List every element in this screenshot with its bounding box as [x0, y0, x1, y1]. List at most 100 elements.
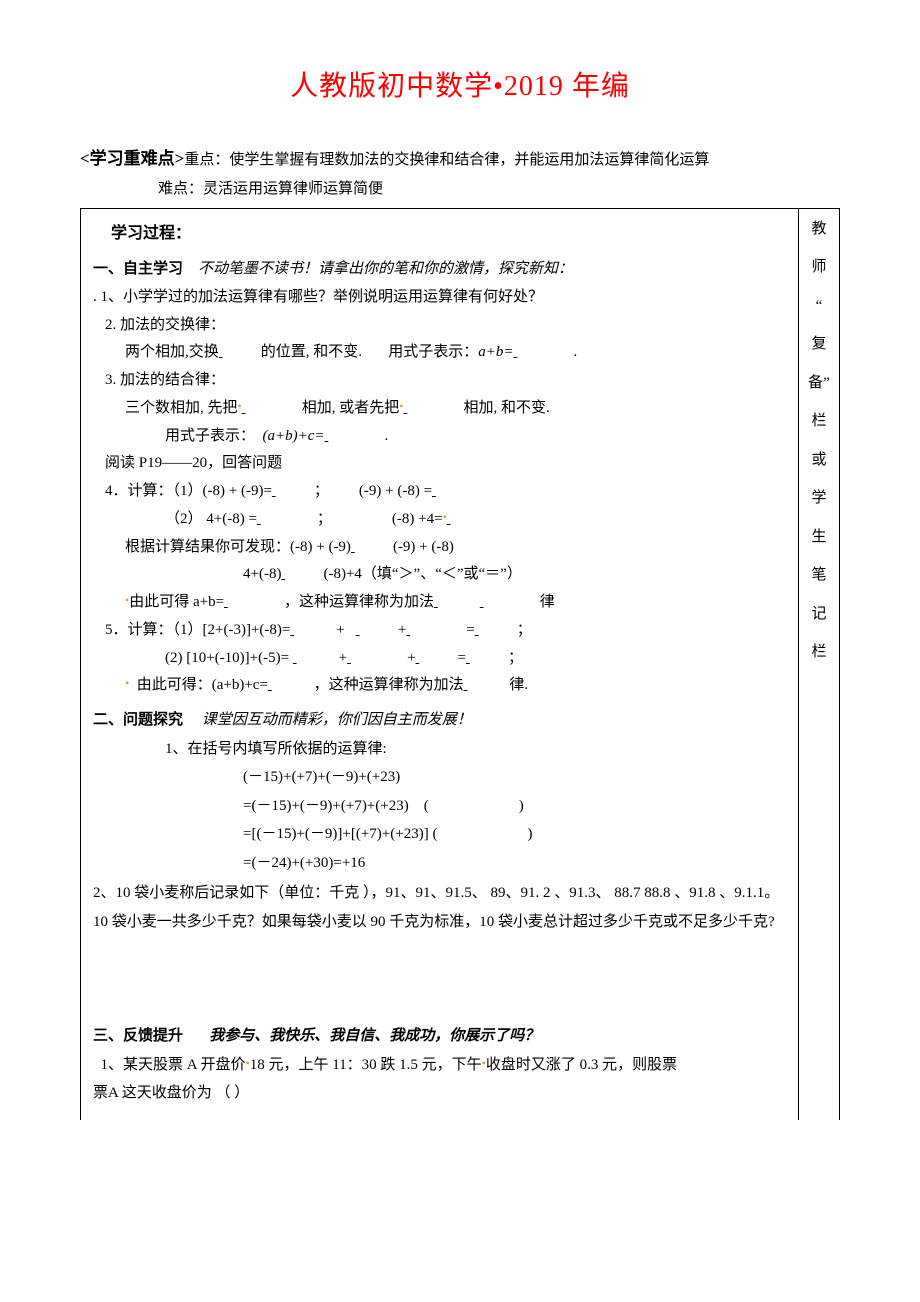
blank — [514, 339, 574, 367]
q5-conc-c: 律. — [509, 677, 528, 693]
q5-2: (2) [10+(-10)]+(-5)= + + = ； — [165, 645, 786, 673]
expr2: =(－15)+(－9)+(+7)+(+23) — [243, 798, 409, 814]
sec2-line4: =(－24)+(+30)=+16 — [243, 849, 786, 878]
q5-1-expr: （1）[2+(-3)]+(-8)= — [173, 622, 291, 638]
q3-expr: (a+b)+c= — [263, 428, 325, 444]
blank — [475, 617, 517, 645]
blank — [325, 423, 385, 451]
q4-res-b: (-9) + (-8) — [393, 539, 454, 555]
blank — [416, 645, 458, 673]
sec1-motto: 不动笔墨不读书！请拿出你的笔和你的激情，探究新知： — [198, 261, 573, 277]
blank — [432, 478, 474, 506]
q3-title: 3. 加法的结合律： — [105, 367, 786, 395]
expr1: (－15)+(+7)+(－9)+(+23) — [243, 769, 400, 785]
side-char: 备” — [799, 369, 839, 398]
q5-2-expr: (2) [10+(-10)]+(-5)= — [165, 650, 289, 666]
keypoints-sub: 难点：灵活运用运算律师运算简便 — [158, 175, 840, 204]
blank — [242, 395, 302, 423]
q5-2-tail: ； — [508, 650, 523, 666]
blank — [268, 672, 310, 700]
q1: . 1、小学学过的加法运算律有哪些？举例说明运用运算律有何好处？ — [93, 284, 786, 312]
sec2-line2: =(－15)+(－9)+(+7)+(+23) () — [243, 792, 786, 821]
side-char: 栏 — [799, 407, 839, 436]
q4-res2: 4+(-8) (-8)+4（填“＞”、“＜”或“＝”） — [243, 561, 786, 589]
q5-conc: • 由此可得：(a+b)+c= ，这种运算律称为加法 律. — [125, 672, 786, 700]
blank — [224, 589, 284, 617]
content-column: 学习过程： 一、自主学习 不动笔墨不读书！请拿出你的笔和你的激情，探究新知： .… — [81, 209, 799, 1120]
q2-a: 两个相加,交换 — [125, 344, 219, 360]
q3-line2: 用式子表示： (a+b)+c= . — [165, 423, 786, 451]
keypoints-label: <学习重难点> — [80, 149, 184, 168]
blank — [464, 672, 506, 700]
blank — [257, 506, 317, 534]
sec2-head: 二、问题探究 课堂因互动而精彩，你们因自主而发展！ — [93, 706, 786, 735]
side-char: 教 — [799, 215, 839, 244]
sec1-body: . 1、小学学过的加法运算律有哪些？举例说明运用运算律有何好处？ 2. 加法的交… — [93, 284, 786, 700]
sec3-motto: 我参与、我快乐、我自信、我成功，你展示了吗？ — [209, 1028, 539, 1044]
blank — [480, 589, 540, 617]
q4-1a: （1）(-8) + (-9)= — [173, 483, 272, 499]
blank — [356, 617, 398, 645]
blank — [290, 617, 332, 645]
q3-line1: 三个数相加, 先把• 相加, 或者先把• 相加, 和不变. — [125, 395, 786, 423]
q4-conc-c: 律 — [540, 594, 555, 610]
s3q1l2: A 这天收盘价为 （ ） — [108, 1085, 249, 1101]
q4-res2-a: 4+(-8) — [243, 566, 281, 582]
blank — [447, 506, 489, 534]
q5-conc-b: ，这种运算律称为加法 — [314, 677, 464, 693]
side-char: 笔 — [799, 561, 839, 590]
sec2-line3: =[(－15)+(－9)]+[(+7)+(+23)] () — [243, 820, 786, 849]
blank — [434, 589, 476, 617]
blank — [406, 617, 466, 645]
side-char: 栏 — [799, 638, 839, 667]
keypoints-block: <学习重难点>重点：使学生掌握有理数加法的交换律和结合律，并能运用加法运算律简化… — [80, 143, 840, 204]
blank — [272, 478, 314, 506]
s3q1a: 1、某天股票 A 开盘价 — [101, 1057, 246, 1073]
q4-conc-a: 由此可得 a+b= — [129, 594, 224, 610]
q2-b: 的位置, 和不变. — [261, 344, 362, 360]
sec1-head: 一、自主学习 不动笔墨不读书！请拿出你的笔和你的激情，探究新知： — [93, 255, 786, 284]
s3q1b: 18 元，上午 11：30 跌 1.5 元，下午 — [250, 1057, 482, 1073]
side-char: 记 — [799, 600, 839, 629]
q1-text: 1、小学学过的加法运算律有哪些？举例说明运用运算律有何好处？ — [101, 289, 544, 305]
blank — [403, 395, 463, 423]
expr3: =[(－15)+(－9)]+[(+7)+(+23)] — [243, 826, 429, 842]
process-header: 学习过程： — [111, 219, 786, 249]
q4-2a: （2） 4+(-8) = — [165, 511, 257, 527]
blank — [281, 561, 323, 589]
side-char: 学 — [799, 484, 839, 513]
side-char: 生 — [799, 523, 839, 552]
q2-line: 两个相加,交换 的位置, 和不变. 用式子表示：a+b= . — [125, 339, 786, 367]
q2-title: 2. 加法的交换律： — [105, 312, 786, 340]
q5-conc-a: 由此可得：(a+b)+c= — [137, 677, 268, 693]
q5-1: 5．计算：（1）[2+(-3)]+(-8)= + + = ； — [105, 617, 786, 645]
sec2-line1: (－15)+(+7)+(－9)+(+23) — [243, 763, 786, 792]
sec3-q1: 1、某天股票 A 开盘价•18 元，上午 11：30 跌 1.5 元，下午•收盘… — [93, 1051, 786, 1080]
sec2-motto: 课堂因互动而精彩，你们因自主而发展！ — [202, 712, 472, 728]
q4-2b: (-8) +4= — [392, 511, 443, 527]
q3-c: 相加, 和不变. — [463, 400, 549, 416]
q5-title: 5．计算： — [105, 622, 173, 638]
q3-b: 相加, 或者先把 — [302, 400, 400, 416]
q5-1-tail: ； — [517, 622, 532, 638]
workspace — [93, 936, 786, 1016]
q2-c: 用式子表示： — [388, 344, 478, 360]
q4-1b: (-9) + (-8) = — [359, 483, 432, 499]
sec2-q1-title: 1、在括号内填写所依据的运算律: — [165, 735, 786, 764]
side-char: 师 — [799, 253, 839, 282]
keypoints-main: 重点：使学生掌握有理数加法的交换律和结合律，并能运用加法运算律简化运算 — [184, 152, 709, 168]
q3-l2a: 用式子表示： — [165, 428, 255, 444]
q4-2: （2） 4+(-8) = ； (-8) +4=• — [165, 506, 786, 534]
blank — [466, 645, 508, 673]
side-char: “ — [799, 292, 839, 321]
q4-conc: •由此可得 a+b= ，这种运算律称为加法 律 — [125, 589, 786, 617]
blank — [293, 645, 335, 673]
sec2-lead: 二、问题探究 — [93, 712, 183, 728]
read-line: 阅读 P19——20，回答问题 — [105, 450, 786, 478]
main-frame: 学习过程： 一、自主学习 不动笔墨不读书！请拿出你的笔和你的激情，探究新知： .… — [80, 208, 840, 1120]
dot-icon: • — [125, 676, 129, 690]
blank — [219, 339, 261, 367]
q4-res: 根据计算结果你可发现：(-8) + (-9) (-9) + (-8) — [125, 534, 786, 562]
q4-res2-b: (-8)+4（填“＞”、“＜”或“＝”） — [323, 566, 521, 582]
side-char: 或 — [799, 446, 839, 475]
